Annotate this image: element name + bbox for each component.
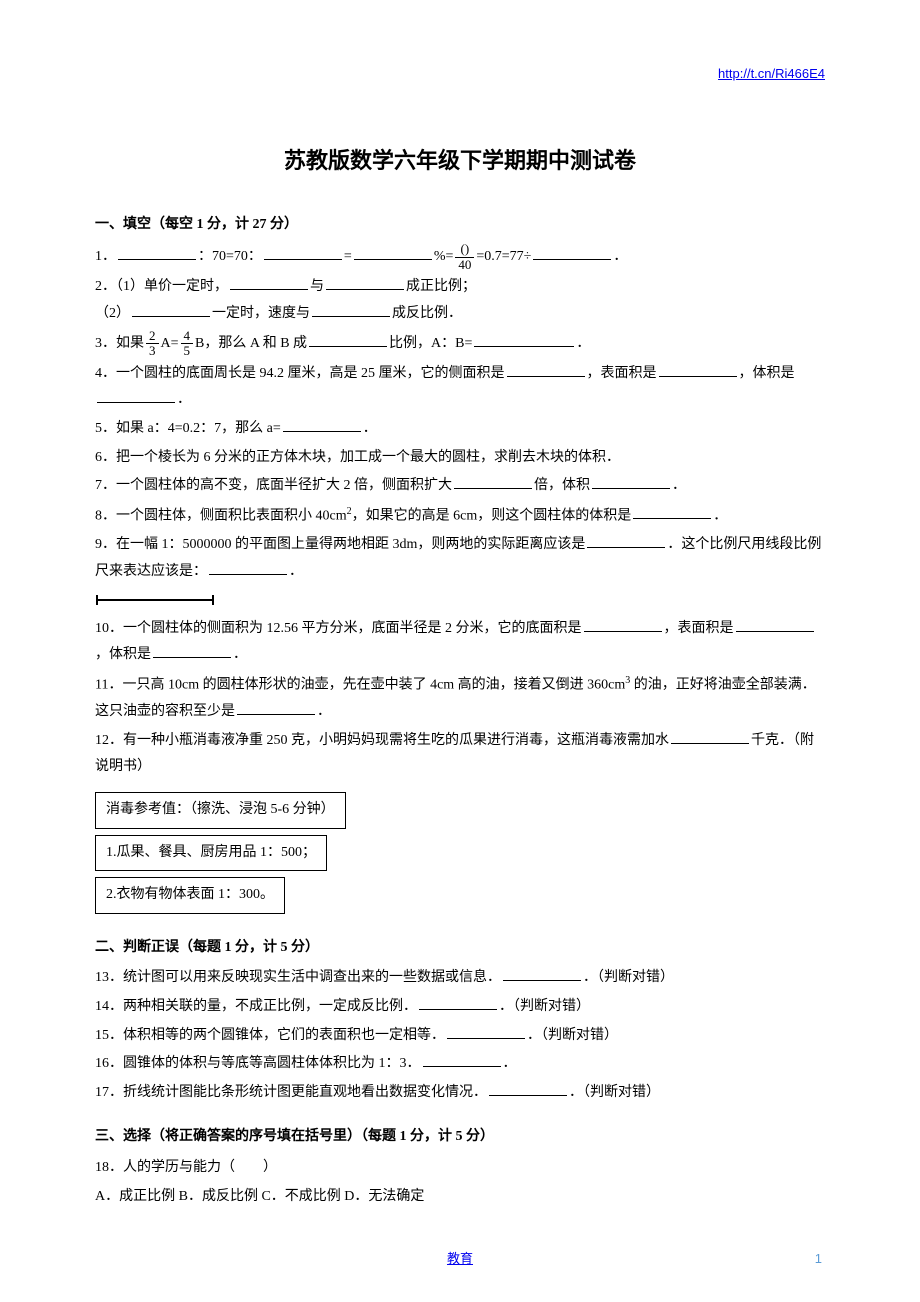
blank: [132, 303, 210, 317]
blank: [312, 303, 390, 317]
box-2: 1.瓜果、餐具、厨房用品 1：500；: [95, 835, 327, 872]
blank: [533, 246, 611, 260]
blank: [659, 363, 737, 377]
blank: [489, 1082, 567, 1096]
blank: [209, 561, 287, 575]
question-18-options: A．成正比例 B．成反比例 C．不成比例 D．无法确定: [95, 1184, 825, 1211]
blank: [118, 246, 196, 260]
blank: [97, 389, 175, 403]
blank: [447, 1025, 525, 1039]
box-3: 2.衣物有物体表面 1：300。: [95, 877, 285, 914]
blank: [326, 276, 404, 290]
question-4: 4．一个圆柱的底面周长是 94.2 厘米，高是 25 厘米，它的侧面积是，表面积…: [95, 361, 825, 414]
question-7: 7．一个圆柱体的高不变，底面半径扩大 2 倍，侧面积扩大倍，体积．: [95, 473, 825, 500]
question-5: 5．如果 a：4=0.2：7，那么 a=．: [95, 416, 825, 443]
question-13: 13．统计图可以用来反映现实生活中调查出来的一些数据或信息．．（判断对错）: [95, 965, 825, 992]
page-title: 苏教版数学六年级下学期期中测试卷: [95, 140, 825, 182]
blank: [671, 730, 749, 744]
section2-heading: 二、判断正误（每题 1 分，计 5 分）: [95, 935, 825, 962]
blank: [237, 701, 315, 715]
blank: [587, 534, 665, 548]
instruction-boxes: 消毒参考值：（擦洗、浸泡 5-6 分钟） 1.瓜果、餐具、厨房用品 1：500；…: [95, 789, 825, 917]
blank: [454, 475, 532, 489]
blank: [736, 618, 814, 632]
scale-ruler-icon: [95, 593, 215, 607]
box-1: 消毒参考值：（擦洗、浸泡 5-6 分钟）: [95, 792, 346, 829]
blank: [507, 363, 585, 377]
fraction: 45: [181, 329, 194, 359]
question-1: 1．：70=70：=%=()40=0.7=77÷．: [95, 242, 825, 272]
question-10: 10．一个圆柱体的侧面积为 12.56 平方分米，底面半径是 2 分米，它的底面…: [95, 616, 825, 669]
section3-heading: 三、选择（将正确答案的序号填在括号里）（每题 1 分，计 5 分）: [95, 1124, 825, 1151]
footer: 教育: [0, 1247, 920, 1272]
fraction: ()40: [455, 242, 474, 272]
blank: [419, 996, 497, 1010]
question-15: 15．体积相等的两个圆锥体，它们的表面积也一定相等．．（判断对错）: [95, 1023, 825, 1050]
section1-heading: 一、填空（每空 1 分，计 27 分）: [95, 212, 825, 239]
footer-link[interactable]: 教育: [447, 1251, 473, 1266]
question-8: 8．一个圆柱体，侧面积比表面积小 40cm2，如果它的高是 6cm，则这个圆柱体…: [95, 502, 825, 530]
question-2: 2．（1）单价一定时，与成正比例； （2）一定时，速度与成反比例．: [95, 274, 825, 327]
question-14: 14．两种相关联的量，不成正比例，一定成反比例．．（判断对错）: [95, 994, 825, 1021]
scale-bar-graphic: [95, 587, 825, 614]
blank: [503, 967, 581, 981]
question-16: 16．圆锥体的体积与等底等高圆柱体体积比为 1：3．．: [95, 1051, 825, 1078]
page-number: 1: [815, 1247, 822, 1272]
blank: [354, 246, 432, 260]
blank: [309, 333, 387, 347]
question-17: 17．折线统计图能比条形统计图更能直观地看出数据变化情况．．（判断对错）: [95, 1080, 825, 1107]
header-link[interactable]: http://t.cn/Ri466E4: [718, 62, 825, 87]
blank: [584, 618, 662, 632]
blank: [633, 505, 711, 519]
blank: [230, 276, 308, 290]
blank: [474, 333, 574, 347]
blank: [423, 1053, 501, 1067]
q1-prefix: 1．: [95, 249, 116, 264]
blank: [153, 644, 231, 658]
question-11: 11．一只高 10cm 的圆柱体形状的油壶，先在壶中装了 4cm 高的油，接着又…: [95, 671, 825, 726]
blank: [592, 475, 670, 489]
blank: [264, 246, 342, 260]
question-3: 3．如果23A=45B，那么 A 和 B 成比例，A：B=．: [95, 329, 825, 359]
question-18: 18．人的学历与能力（ ）: [95, 1155, 825, 1182]
question-6: 6．把一个棱长为 6 分米的正方体木块，加工成一个最大的圆柱，求削去木块的体积．: [95, 445, 825, 472]
question-12: 12．有一种小瓶消毒液净重 250 克，小明妈妈现需将生吃的瓜果进行消毒，这瓶消…: [95, 728, 825, 781]
fraction: 23: [146, 329, 159, 359]
question-9: 9．在一幅 1：5000000 的平面图上量得两地相距 3dm，则两地的实际距离…: [95, 532, 825, 585]
blank: [283, 418, 361, 432]
